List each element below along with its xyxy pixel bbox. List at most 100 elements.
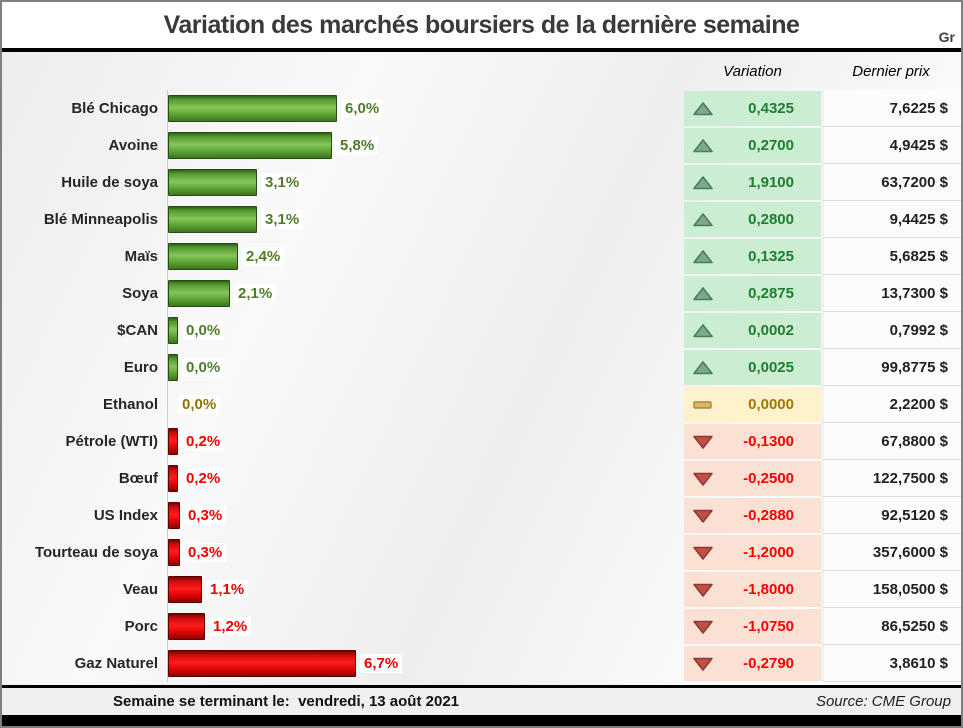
- percent-label: 0,0%: [178, 395, 221, 414]
- trend-icon: [692, 619, 714, 635]
- bar-zone: 2,1%: [167, 275, 684, 312]
- trend-icon: [692, 175, 714, 191]
- price-cell: 158,0500 $: [821, 571, 961, 608]
- table-row: Euro 0,0% 0,0025 99,8775 $: [2, 349, 961, 386]
- table-row: Soya 2,1% 0,2875 13,7300 $: [2, 275, 961, 312]
- variation-cell: 0,1325: [684, 239, 821, 274]
- bar-zone: 2,4%: [167, 238, 684, 275]
- table-row: Blé Minneapolis 3,1% 0,2800 9,4425 $: [2, 201, 961, 238]
- up-triangle-icon: [693, 286, 713, 300]
- footer-source: Source: CME Group: [815, 693, 951, 710]
- table-row: Blé Chicago 6,0% 0,4325 7,6225 $: [2, 90, 961, 127]
- chart-title: Variation des marchés boursiers de la de…: [163, 10, 800, 39]
- price-cell: 4,9425 $: [821, 127, 961, 164]
- value-bar: [168, 465, 178, 492]
- value-bar: [168, 280, 230, 307]
- variation-value: 1,9100: [748, 174, 794, 191]
- down-triangle-icon: [693, 583, 713, 597]
- table-row: Maïs 2,4% 0,1325 5,6825 $: [2, 238, 961, 275]
- price-cell: 99,8775 $: [821, 349, 961, 386]
- table-row: Avoine 5,8% 0,2700 4,9425 $: [2, 127, 961, 164]
- value-bar: [168, 650, 356, 677]
- category-label: Euro: [123, 359, 158, 376]
- variation-value: 0,1325: [748, 248, 794, 265]
- category-label: Maïs: [124, 248, 158, 265]
- percent-label: 0,0%: [182, 358, 225, 377]
- price-cell: 9,4425 $: [821, 201, 961, 238]
- percent-label: 1,1%: [206, 580, 249, 599]
- bar-zone: 5,8%: [167, 127, 684, 164]
- bar-zone: 3,1%: [167, 201, 684, 238]
- value-bar: [168, 95, 337, 122]
- footer: Semaine se terminant le: vendredi, 13 ao…: [2, 688, 961, 715]
- percent-label: 0,3%: [184, 543, 227, 562]
- percent-label: 6,0%: [341, 99, 384, 118]
- value-bar: [168, 539, 180, 566]
- percent-label: 5,8%: [336, 136, 379, 155]
- variation-cell: 0,2700: [684, 128, 821, 163]
- variation-cell: 0,0000: [684, 387, 821, 422]
- down-triangle-icon: [693, 509, 713, 523]
- down-triangle-icon: [693, 546, 713, 560]
- footer-week-ending: Semaine se terminant le: vendredi, 13 ao…: [88, 676, 459, 726]
- price-cell: 92,5120 $: [821, 497, 961, 534]
- up-triangle-icon: [693, 101, 713, 115]
- chart-rows: Blé Chicago 6,0% 0,4325 7,6225 $ Avoine: [2, 90, 961, 685]
- price-cell: 63,7200 $: [821, 164, 961, 201]
- price-cell: 7,6225 $: [821, 90, 961, 127]
- bar-zone: 0,3%: [167, 497, 684, 534]
- variation-value: -0,2790: [743, 655, 794, 672]
- variation-value: 0,0025: [748, 359, 794, 376]
- variation-value: -0,2500: [743, 470, 794, 487]
- category-label: Blé Chicago: [71, 100, 158, 117]
- down-triangle-icon: [693, 657, 713, 671]
- trend-icon: [692, 434, 714, 450]
- variation-cell: -0,2880: [684, 498, 821, 533]
- variation-cell: -1,8000: [684, 572, 821, 607]
- percent-label: 1,2%: [209, 617, 252, 636]
- value-bar: [168, 169, 257, 196]
- value-bar: [168, 317, 178, 344]
- percent-label: 6,7%: [360, 654, 403, 673]
- price-cell: 2,2200 $: [821, 386, 961, 423]
- variation-value: -1,2000: [743, 544, 794, 561]
- table-row: US Index 0,3% -0,2880 92,5120 $: [2, 497, 961, 534]
- price-cell: 3,8610 $: [821, 645, 961, 682]
- footer-divider: [2, 685, 961, 688]
- flat-dash-icon: [693, 400, 712, 409]
- trend-icon: [692, 397, 714, 413]
- category-label: Veau: [122, 581, 158, 598]
- down-triangle-icon: [693, 620, 713, 634]
- category-label: $CAN: [117, 322, 158, 339]
- trend-icon: [692, 471, 714, 487]
- price-cell: 5,6825 $: [821, 238, 961, 275]
- bar-zone: 1,1%: [167, 571, 684, 608]
- up-triangle-icon: [693, 175, 713, 189]
- variation-value: 0,0002: [748, 322, 794, 339]
- bar-zone: 3,1%: [167, 164, 684, 201]
- variation-value: -1,8000: [743, 581, 794, 598]
- footer-week-date: vendredi, 13 août 2021: [298, 693, 459, 710]
- variation-cell: 1,9100: [684, 165, 821, 200]
- percent-label: 0,2%: [182, 469, 225, 488]
- percent-label: 3,1%: [261, 173, 304, 192]
- variation-value: 0,2700: [748, 137, 794, 154]
- title-divider: [2, 48, 961, 52]
- category-label: Pétrole (WTI): [65, 433, 159, 450]
- bar-zone: 1,2%: [167, 608, 684, 645]
- table-row: $CAN 0,0% 0,0002 0,7992 $: [2, 312, 961, 349]
- chart-content: Variation Dernier prix Blé Chicago 6,0% …: [2, 52, 961, 685]
- table-row: Huile de soya 3,1% 1,9100 63,7200 $: [2, 164, 961, 201]
- value-bar: [168, 576, 202, 603]
- value-bar: [168, 502, 180, 529]
- footer-week-label: Semaine se terminant le:: [113, 693, 290, 710]
- value-bar: [168, 132, 332, 159]
- up-triangle-icon: [693, 323, 713, 337]
- table-row: Ethanol 0,0% 0,0000 2,2200 $: [2, 386, 961, 423]
- trend-icon: [692, 545, 714, 561]
- category-label: US Index: [93, 507, 158, 524]
- bar-zone: 0,0%: [167, 349, 684, 386]
- category-label: Tourteau de soya: [34, 544, 158, 561]
- trend-icon: [692, 656, 714, 672]
